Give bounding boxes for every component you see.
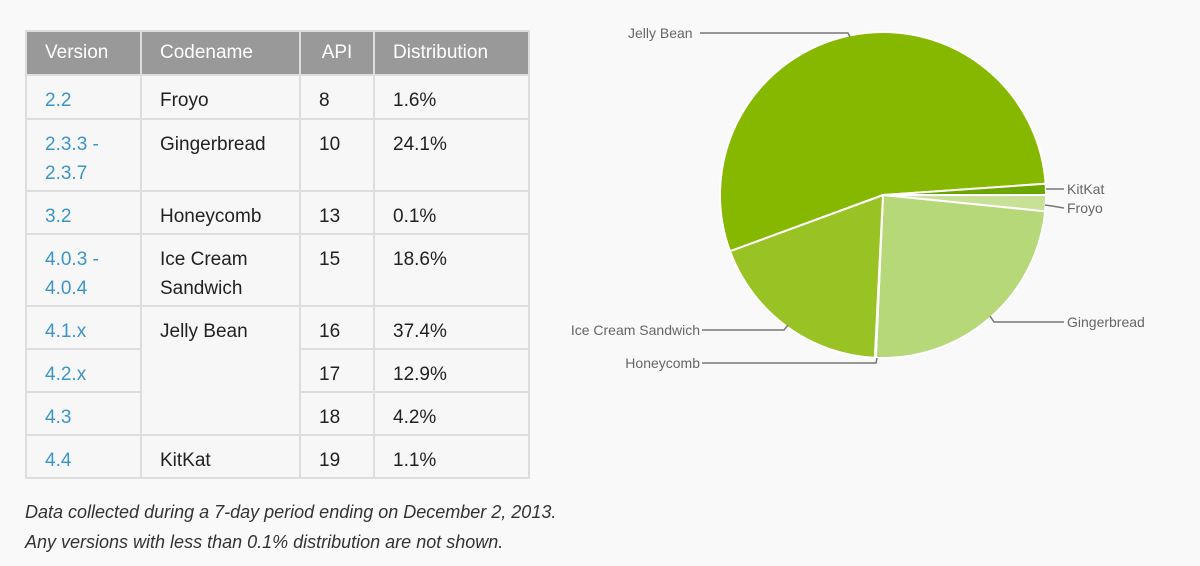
header-distribution: Distribution [373,30,530,76]
table-header: Version Codename API Distribution [25,30,530,76]
slice-label: Honeycomb [625,355,700,371]
leader-line [1044,204,1065,209]
footnote-line-1: Data collected during a 7-day period end… [25,502,557,522]
header-version: Version [25,30,142,76]
distribution: 1.1% [373,434,530,479]
leader-line [702,324,789,331]
table-row: 4.0.3 - 4.0.4 Ice Cream Sandwich 15 18.6% [25,233,530,307]
codename: Jelly Bean [140,305,301,436]
version-line[interactable]: 4.0.4 [45,278,88,299]
table-row: 4.1.x Jelly Bean 16 37.4% [25,305,530,436]
header-codename: Codename [140,30,301,76]
slice-label: KitKat [1067,181,1104,197]
table-row: 4.4 KitKat 19 1.1% [25,434,530,479]
distribution: 4.2% [373,391,530,436]
version-link[interactable]: 4.0.3 - 4.0.4 [25,233,142,307]
api: 15 [299,233,375,307]
api: 16 [299,305,375,350]
slice-label: Jelly Bean [628,25,693,41]
api: 17 [299,348,375,393]
table-row: 2.3.3 - 2.3.7 Gingerbread 10 24.1% [25,118,530,192]
slice-label: Froyo [1067,200,1103,216]
codename: Ice Cream Sandwich [140,233,301,307]
table-row: 4.2.x 17 12.9% [25,348,530,393]
version-link[interactable]: 3.2 [25,190,142,235]
version-link[interactable]: 2.2 [25,74,142,120]
distribution: 12.9% [373,348,530,393]
distribution: 18.6% [373,233,530,307]
leader-line [989,315,1064,323]
distribution: 0.1% [373,190,530,235]
codename: Froyo [140,74,301,120]
table-row: 4.3 18 4.2% [25,391,530,436]
version-line[interactable]: 2.3.7 [45,163,88,184]
slice-label: Ice Cream Sandwich [571,322,700,338]
table-row: 2.2 Froyo 8 1.6% [25,74,530,120]
api: 19 [299,434,375,479]
footnote-line-2: Any versions with less than 0.1% distrib… [25,532,504,552]
leader-line [700,32,851,38]
table-row: 3.2 Honeycomb 13 0.1% [25,190,530,235]
version-line[interactable]: 4.0.3 - [45,249,99,270]
version-link[interactable]: 4.3 [25,391,142,436]
api: 18 [299,391,375,436]
version-link[interactable]: 4.2.x [25,348,142,393]
codename-line: Sandwich [160,278,243,299]
version-link[interactable]: 2.3.3 - 2.3.7 [25,118,142,192]
version-line[interactable]: 2.3.3 - [45,134,99,155]
codename: Honeycomb [140,190,301,235]
distribution: 1.6% [373,74,530,120]
distribution-table: Version Codename API Distribution 2.2 Fr… [25,30,530,479]
pie-slice-gingerbread [874,193,1047,359]
distribution: 24.1% [373,118,530,192]
pie-slice-kitkat [882,182,1048,196]
version-link[interactable]: 4.4 [25,434,142,479]
header-api: API [299,30,375,76]
leader-line [702,357,878,364]
version-link[interactable]: 4.1.x [25,305,142,350]
distribution: 37.4% [373,305,530,350]
api: 10 [299,118,375,192]
api: 8 [299,74,375,120]
api: 13 [299,190,375,235]
codename-line: Ice Cream [160,249,248,270]
slice-label: Gingerbread [1067,314,1145,330]
codename: Gingerbread [140,118,301,192]
codename: KitKat [140,434,301,479]
